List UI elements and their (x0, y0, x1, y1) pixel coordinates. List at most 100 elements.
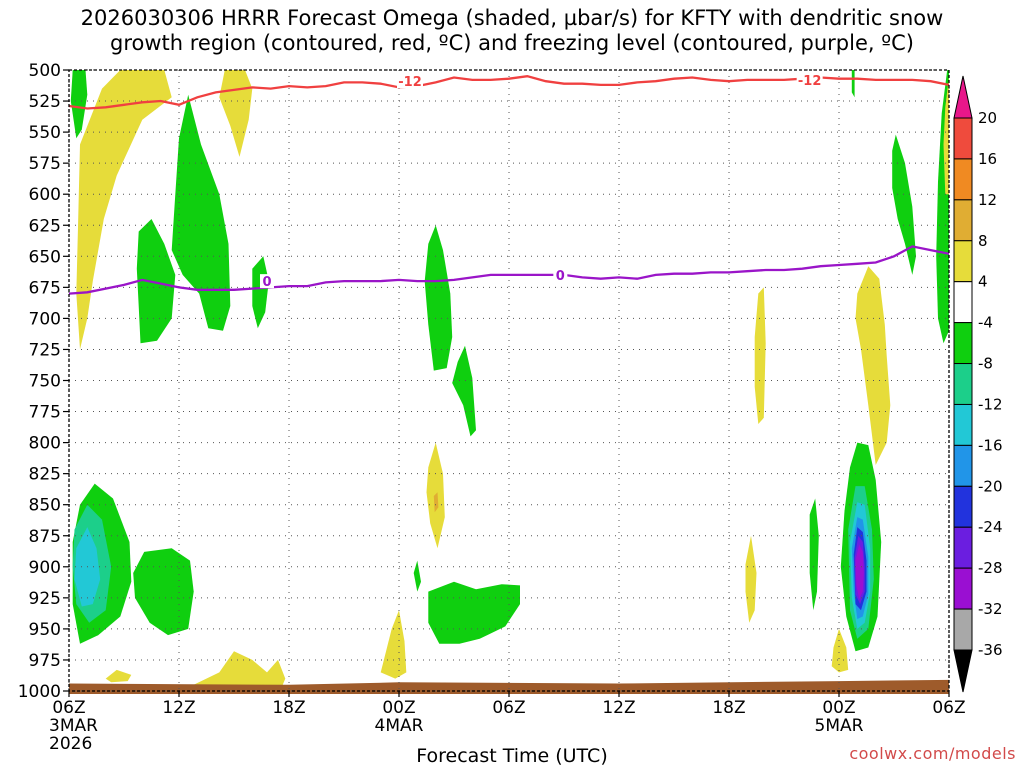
contour-label-bg-2 (260, 274, 274, 289)
y-tick-label-900: 900 (29, 558, 61, 578)
contour-label-3: 0 (556, 269, 565, 284)
y-tick-label-925: 925 (29, 589, 61, 609)
y-tick-label-525: 525 (29, 92, 61, 112)
y-tick-label-625: 625 (29, 216, 61, 236)
omega-region-purple-right-core (855, 544, 864, 600)
colorbar-box-7 (953, 403, 973, 446)
y-tick-label-825: 825 (29, 465, 61, 485)
y-tick-label-550: 550 (29, 123, 61, 143)
y-axis: 500 525 550 575 600 625 650 675 700 725 750 775 800 8… (18, 61, 69, 702)
y-tick-label-500: 500 (29, 61, 61, 81)
temperature-contours: -12 -12 0 0 (69, 72, 949, 295)
contour-label-bg-0 (397, 74, 423, 89)
omega-region-green-speck-01z (413, 560, 421, 592)
omega-region-green-blob-09z (136, 219, 176, 344)
chart-title: 2026030306 HRRR Forecast Omega (shaded, … (80, 6, 944, 55)
x-tick-label-30: 12Z (602, 698, 635, 718)
contour-label-bg-1 (796, 72, 823, 87)
omega-region-yellow-mid-23z (745, 535, 757, 623)
x-tick-label-18: 00Z (382, 698, 415, 718)
omega-region-yellow-right-edge (943, 76, 949, 195)
y-tick-label-600: 600 (29, 185, 61, 205)
omega-region-green-upper-left (70, 70, 88, 139)
colorbar-top-arrow (953, 75, 973, 119)
y-tick-label-750: 750 (29, 372, 61, 392)
colorbar-label-4: 4 (978, 273, 988, 291)
contour-label-0: -12 (398, 75, 422, 90)
colorbar-label-12: -32 (978, 600, 1003, 618)
colorbar-label-8: -16 (978, 436, 1003, 454)
x-date-label-42: 5MAR (815, 716, 864, 736)
colorbar-bottom-arrow (953, 649, 973, 693)
colorbar-label-6: -8 (978, 355, 993, 373)
y-tick-label-650: 650 (29, 247, 61, 267)
y-tick-label-975: 975 (29, 651, 61, 671)
omega-region-green-col-04z (452, 345, 476, 437)
omega-region-green-small-15z (252, 256, 269, 329)
colorbar: 20 16 12 8 4 -4 -8 -12 -16 -20 -24 -28 -32 -36 (953, 75, 1003, 693)
omega-region-green-mid-22z (809, 498, 819, 611)
x-tick-label-42: 00Z (822, 698, 855, 718)
colorbar-box-6 (953, 363, 973, 405)
y-tick-label-775: 775 (29, 403, 61, 423)
colorbar-box-2 (953, 199, 973, 242)
colorbar-label-3: 8 (978, 232, 988, 250)
omega-region-green-col-02z (424, 225, 453, 371)
colorbar-box-5 (953, 322, 973, 365)
omega-region-yellow-bottom-01z (380, 610, 407, 679)
x-date-label-18: 4MAR (375, 716, 424, 736)
omega-region-green-bottom-03z (428, 581, 520, 644)
y-tick-label-875: 875 (29, 527, 61, 547)
omega-region-green-right-upper (892, 134, 916, 275)
colorbar-label-0: 20 (978, 109, 997, 127)
contour-label-bg-3 (553, 267, 568, 282)
y-tick-label-950: 950 (29, 620, 61, 640)
y-tick-label-850: 850 (29, 496, 61, 516)
omega-region-yellow-upper-mid (219, 70, 253, 157)
omega-region-yellow-bottom-08z (105, 669, 132, 683)
omega-region-green-speck-00z-top (851, 70, 855, 98)
omega-region-green-bottom-11z (133, 548, 194, 636)
y-tick-label-800: 800 (29, 434, 61, 454)
x-tick-label-0: 06Z (52, 698, 85, 718)
colorbar-label-7: -12 (978, 395, 1003, 413)
x-tick-label-24: 06Z (492, 698, 525, 718)
x-tick-label-48: 06Z (932, 698, 965, 718)
colorbar-box-11 (953, 567, 973, 610)
omega-region-yellow-bottom-right (831, 628, 849, 673)
omega-region-green-col-12z (171, 94, 231, 331)
x-tick-label-36: 18Z (712, 698, 745, 718)
colorbar-box-12 (953, 608, 973, 651)
omega-region-orange-speck-02z (433, 492, 439, 513)
colorbar-label-9: -20 (978, 477, 1003, 495)
colorbar-label-1: 16 (978, 150, 997, 168)
x-year-label-0: 2026 (49, 734, 92, 754)
x-date-label-0: 3MAR (49, 716, 98, 736)
colorbar-box-10 (953, 526, 973, 569)
omega-region-yellow-tower-left (76, 70, 172, 350)
omega-region-yellow-mid-20z (754, 287, 766, 424)
colorbar-label-2: 12 (978, 191, 997, 209)
colorbar-box-0 (953, 117, 973, 160)
x-tick-label-12: 18Z (272, 698, 305, 718)
colorbar-box-3 (953, 240, 973, 283)
omega-region-yellow-right-tower (855, 266, 891, 465)
x-axis-label: Forecast Time (UTC) (416, 745, 608, 767)
colorbar-box-8 (953, 444, 973, 487)
site-credit[interactable]: coolwx.com/models (849, 744, 1016, 763)
y-tick-label-725: 725 (29, 340, 61, 360)
y-tick-label-675: 675 (29, 278, 61, 298)
omega-shading (70, 70, 949, 690)
contour-freezing-level-0 (69, 245, 949, 295)
colorbar-box-1 (953, 158, 973, 201)
colorbar-label-11: -28 (978, 559, 1003, 577)
colorbar-box-9 (953, 485, 973, 528)
y-tick-label-700: 700 (29, 309, 61, 329)
contour-label-1: -12 (798, 74, 822, 89)
y-tick-label-1000: 1000 (18, 682, 61, 702)
colorbar-box-4 (953, 281, 973, 324)
colorbar-label-10: -24 (978, 518, 1003, 536)
colorbar-label-5: -4 (978, 314, 993, 332)
